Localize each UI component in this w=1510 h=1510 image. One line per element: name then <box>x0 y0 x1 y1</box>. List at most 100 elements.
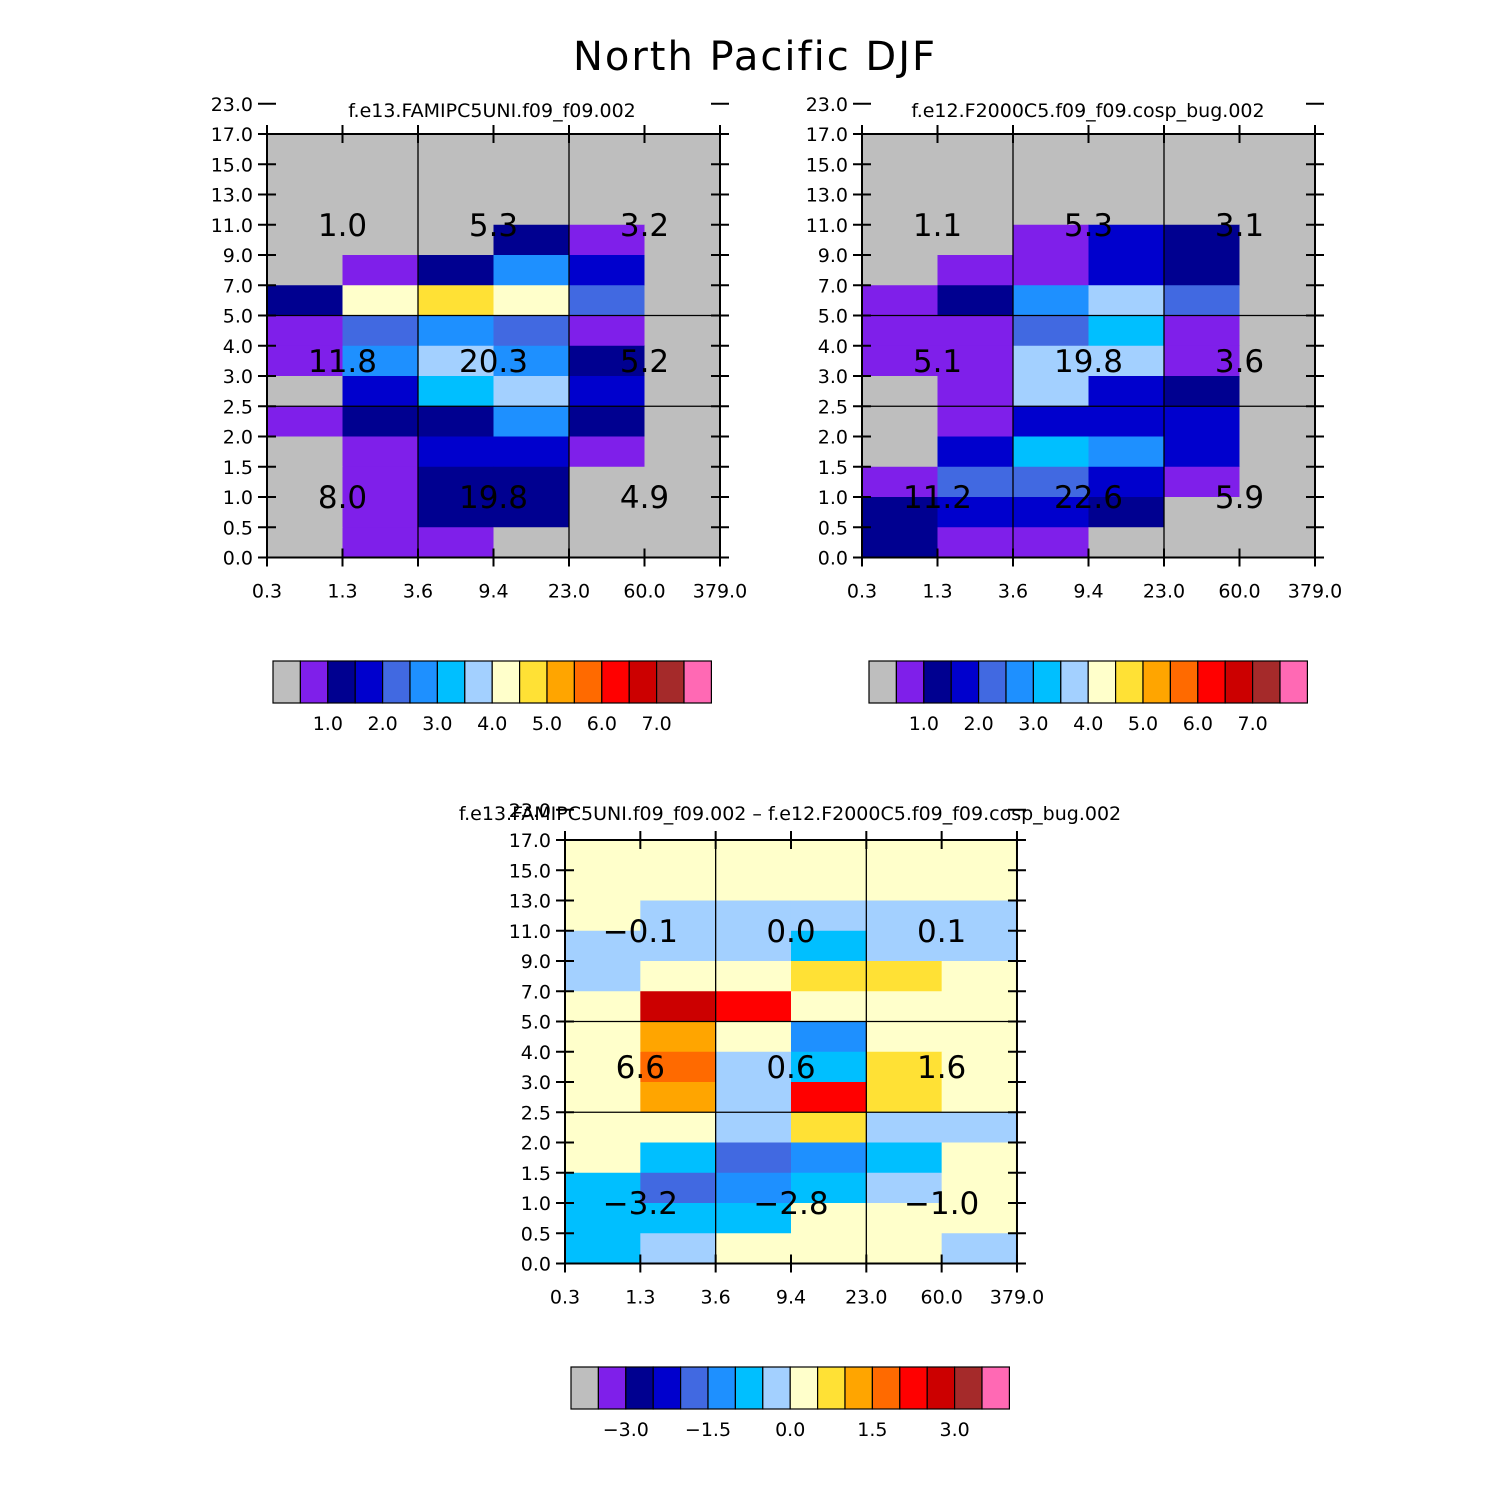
heatmap-cell <box>862 345 939 377</box>
colorbar-swatch <box>868 660 897 704</box>
heatmap-cell <box>715 991 792 1023</box>
heatmap-cell <box>866 1233 943 1265</box>
heatmap-cell <box>493 134 570 165</box>
x-tick-label: 1.3 <box>922 581 952 603</box>
heatmap-cell <box>1164 285 1241 317</box>
panel-title: f.e13.FAMIPC5UNI.f09_f09.002 – f.e12.F20… <box>459 803 1121 825</box>
y-tick-label: 11.0 <box>806 215 848 237</box>
y-tick-label: 1.5 <box>818 457 848 479</box>
heatmap-cell <box>1013 315 1090 347</box>
colorbar-swatch <box>1114 660 1144 704</box>
y-tick-label: 2.5 <box>223 396 253 418</box>
y-tick-label: 1.0 <box>521 1193 551 1215</box>
x-tick-label: 3.6 <box>701 1287 731 1309</box>
y-tick-label: 15.0 <box>211 154 253 176</box>
heatmap-cell <box>342 194 419 226</box>
heatmap-cell <box>342 436 419 468</box>
heatmap-cell <box>1013 497 1090 528</box>
heatmap-cell <box>493 224 570 256</box>
colorbar-swatch <box>597 1366 627 1410</box>
y-tick-label: 23.0 <box>509 800 551 822</box>
heatmap-cell <box>493 285 570 317</box>
x-tick-label: 9.4 <box>776 1287 806 1309</box>
x-tick-label: 60.0 <box>1218 581 1260 603</box>
heatmap-cell <box>644 194 721 226</box>
heatmap-cell <box>565 1021 641 1053</box>
colorbar-swatch <box>977 660 1007 704</box>
heatmap-cell <box>715 961 792 992</box>
y-tick-label: 15.0 <box>806 154 848 176</box>
heatmap-cell <box>1239 466 1316 498</box>
heatmap-cell <box>569 466 646 498</box>
region-value-label: −1.0 <box>904 1186 979 1222</box>
x-tick-label: 379.0 <box>693 581 747 603</box>
colorbar-swatch <box>1060 660 1089 704</box>
y-tick-label: 2.0 <box>818 427 848 449</box>
y-tick-label: 3.0 <box>818 366 848 388</box>
colorbar-swatch <box>923 660 952 704</box>
y-tick-label: 2.5 <box>521 1102 551 1124</box>
heatmap-cell <box>565 1172 641 1204</box>
colorbar-swatch <box>1087 660 1117 704</box>
heatmap-cell <box>267 194 344 226</box>
colorbar-tick-label: 3.0 <box>1018 713 1048 735</box>
y-tick-label: 5.0 <box>223 306 253 328</box>
heatmap-cell <box>267 224 344 256</box>
heatmap-cell <box>418 255 495 286</box>
panels: f.e13.FAMIPC5UNI.f09_f09.002 0.0 0.5 1.0 1.5… <box>211 94 1343 1441</box>
heatmap-cell <box>1164 376 1241 407</box>
heatmap-cell <box>941 900 1018 932</box>
heatmap-cell <box>1088 255 1165 286</box>
heatmap-cell <box>941 1172 1018 1204</box>
heatmap-cell <box>790 991 867 1023</box>
heatmap-cell <box>342 497 419 528</box>
heatmap-cell <box>644 255 721 286</box>
heatmap-cell <box>565 1051 641 1083</box>
region-value-label: 5.3 <box>1064 208 1113 244</box>
heatmap-cell <box>937 527 1014 559</box>
heatmap-cell <box>862 164 939 196</box>
heatmap-cell <box>640 1142 717 1174</box>
x-tick-label: 23.0 <box>1143 581 1185 603</box>
heatmap-cell <box>790 961 867 992</box>
heatmap-cell <box>937 255 1014 286</box>
colorbar-swatch <box>981 1366 1010 1410</box>
heatmap-cell <box>862 497 939 528</box>
heatmap-cell <box>267 436 344 468</box>
x-tick-label: 0.3 <box>550 1287 580 1309</box>
heatmap-cell <box>644 345 721 377</box>
heatmap-cell <box>1088 466 1165 498</box>
heatmap-cell <box>1164 497 1241 528</box>
region-value-label: 0.0 <box>766 914 815 950</box>
colorbar-swatch <box>491 660 521 704</box>
heatmap-cell <box>640 1082 717 1113</box>
panel-3: f.e13.FAMIPC5UNI.f09_f09.002 – f.e12.F20… <box>459 800 1121 1441</box>
heatmap-cell <box>937 285 1014 317</box>
heatmap-cell <box>866 1021 943 1053</box>
region-value-label: 3.1 <box>1215 208 1264 244</box>
colorbar-swatch <box>1032 660 1062 704</box>
heatmap-cell <box>342 255 419 286</box>
region-value-label: 19.8 <box>1054 344 1123 380</box>
colorbar-tick-label: 4.0 <box>1073 713 1103 735</box>
heatmap-cell <box>569 224 646 256</box>
heatmap-cell <box>941 1142 1018 1174</box>
colorbar-swatch <box>683 660 712 704</box>
heatmap-cell <box>418 164 495 196</box>
region-value-label: 5.9 <box>1215 480 1264 516</box>
heatmap-cell <box>565 900 641 932</box>
heatmap-cell <box>790 930 867 962</box>
colorbar-tick-label: 5.0 <box>1128 713 1158 735</box>
heatmap-cell <box>267 134 344 165</box>
heatmap-cell <box>418 285 495 317</box>
colorbar-swatch <box>546 660 575 704</box>
y-tick-label: 0.5 <box>521 1223 551 1245</box>
colorbar-swatch <box>409 660 438 704</box>
colorbar-tick-label: −3.0 <box>603 1419 649 1441</box>
heatmap-cell <box>640 840 717 871</box>
colorbar-swatch <box>652 1366 682 1410</box>
heatmap-cell <box>937 376 1014 407</box>
heatmap-cell <box>644 164 721 196</box>
heatmap-cell <box>1164 345 1241 377</box>
heatmap-cell <box>640 930 717 962</box>
